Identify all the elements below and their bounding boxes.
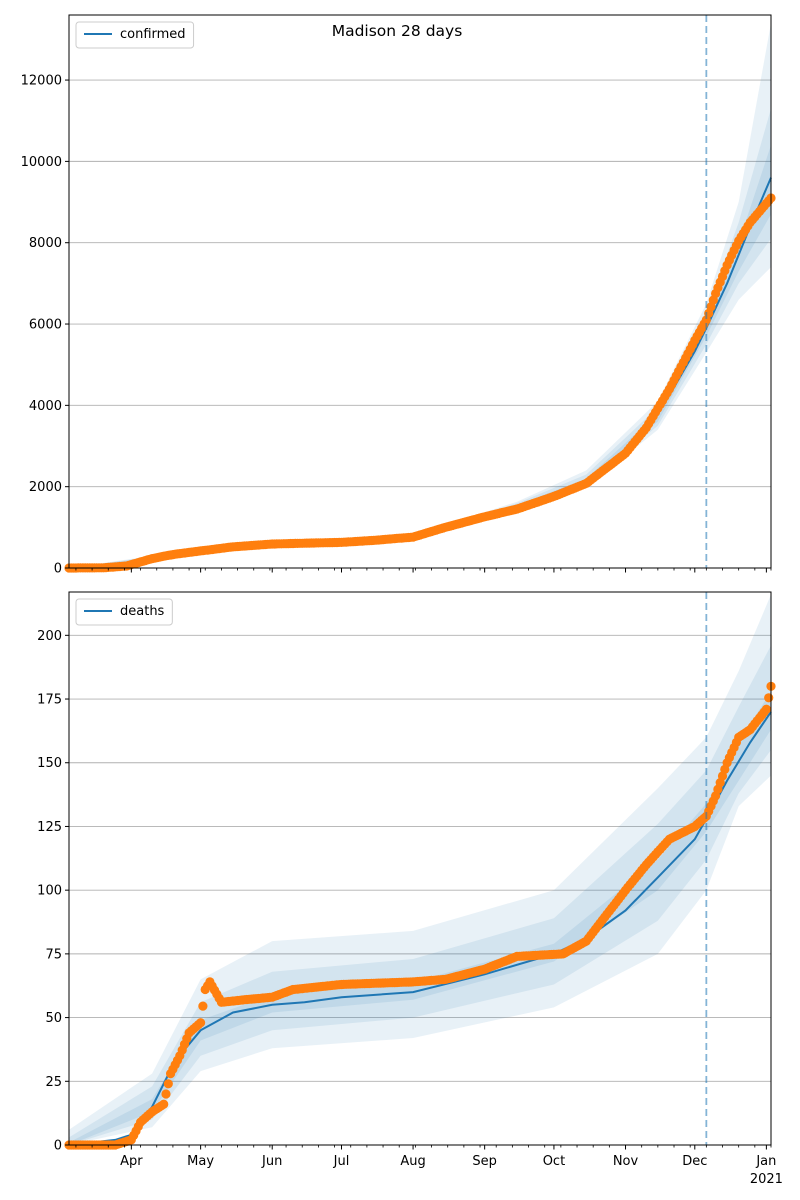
observed-point bbox=[761, 704, 772, 714]
confirmed-gridlines bbox=[69, 79, 771, 488]
x-tick-label: Aug bbox=[400, 1154, 425, 1169]
deaths-y-axis: 0 25 50 75 100 125 150 175 200 bbox=[37, 629, 69, 1154]
y-tick-label: 4000 bbox=[29, 399, 62, 414]
y-tick-label: 200 bbox=[37, 629, 62, 644]
confidence-band-inner bbox=[69, 145, 771, 568]
deaths-legend: deaths bbox=[75, 598, 173, 626]
y-tick-label: 125 bbox=[37, 820, 62, 835]
deaths-legend-label: deaths bbox=[120, 604, 165, 619]
confirmed-legend: confirmed bbox=[75, 21, 195, 49]
confirmed-y-axis: 0 2000 4000 6000 8000 10000 12000 bbox=[21, 74, 69, 577]
deaths-panel: 0 25 50 75 100 125 150 175 200 Apr May Jun Jul Aug Se… bbox=[37, 591, 783, 1187]
confirmed-axes-frame bbox=[68, 14, 772, 569]
y-tick-label: 25 bbox=[45, 1075, 62, 1090]
x-tick-label: Sep bbox=[472, 1154, 497, 1169]
x-tick-label: Oct bbox=[543, 1154, 565, 1169]
confidence-band-middle bbox=[69, 645, 771, 1145]
y-tick-label: 75 bbox=[45, 947, 62, 962]
y-tick-label: 12000 bbox=[21, 74, 62, 89]
confirmed-legend-box bbox=[75, 21, 195, 49]
x-tick-label: Dec bbox=[682, 1154, 707, 1169]
deaths-confidence-bands bbox=[69, 594, 771, 1145]
y-tick-label: 8000 bbox=[29, 236, 62, 251]
confirmed-legend-label: confirmed bbox=[120, 27, 186, 42]
confirmed-panel: 0 2000 4000 6000 8000 10000 12000 confirmed bbox=[21, 14, 776, 577]
confidence-band-middle bbox=[69, 108, 771, 568]
deaths-legend-box bbox=[75, 598, 173, 626]
observed-point bbox=[159, 1099, 169, 1109]
x-tick-label: Jul bbox=[333, 1154, 350, 1169]
deaths-gridlines bbox=[69, 634, 771, 1082]
x-tick-label: May bbox=[187, 1154, 214, 1169]
deaths-x-axis: Apr May Jun Jul Aug Sep Oct Nov Dec Jan 2021 bbox=[75, 1145, 783, 1187]
confidence-band-outer bbox=[69, 594, 771, 1145]
x-tick-label: Jun bbox=[261, 1154, 282, 1169]
x-tick-label: Nov bbox=[613, 1154, 639, 1169]
y-tick-label: 0 bbox=[54, 1139, 62, 1154]
confirmed-observed-points bbox=[64, 193, 776, 573]
y-tick-label: 6000 bbox=[29, 318, 62, 333]
y-tick-label: 50 bbox=[45, 1011, 62, 1026]
observed-point bbox=[196, 1018, 206, 1028]
y-tick-label: 100 bbox=[37, 884, 62, 899]
confirmed-model-line bbox=[68, 177, 772, 569]
observed-point bbox=[161, 1089, 171, 1099]
chart-title: Madison 28 days bbox=[332, 22, 463, 40]
observed-point bbox=[198, 1001, 208, 1011]
y-tick-label: 175 bbox=[37, 693, 62, 708]
x-tick-label: Jan bbox=[755, 1154, 776, 1169]
observed-point bbox=[163, 1079, 173, 1089]
y-tick-label: 2000 bbox=[29, 480, 62, 495]
y-tick-label: 10000 bbox=[21, 155, 62, 170]
confirmed-x-axis bbox=[75, 568, 772, 573]
deaths-observed-points bbox=[64, 681, 776, 1150]
y-tick-label: 150 bbox=[37, 756, 62, 771]
year-label: 2021 bbox=[750, 1172, 783, 1187]
observed-point bbox=[764, 693, 774, 703]
deaths-axes-frame bbox=[68, 591, 772, 1146]
x-tick-label: Apr bbox=[120, 1154, 143, 1169]
y-tick-label: 0 bbox=[54, 562, 62, 577]
